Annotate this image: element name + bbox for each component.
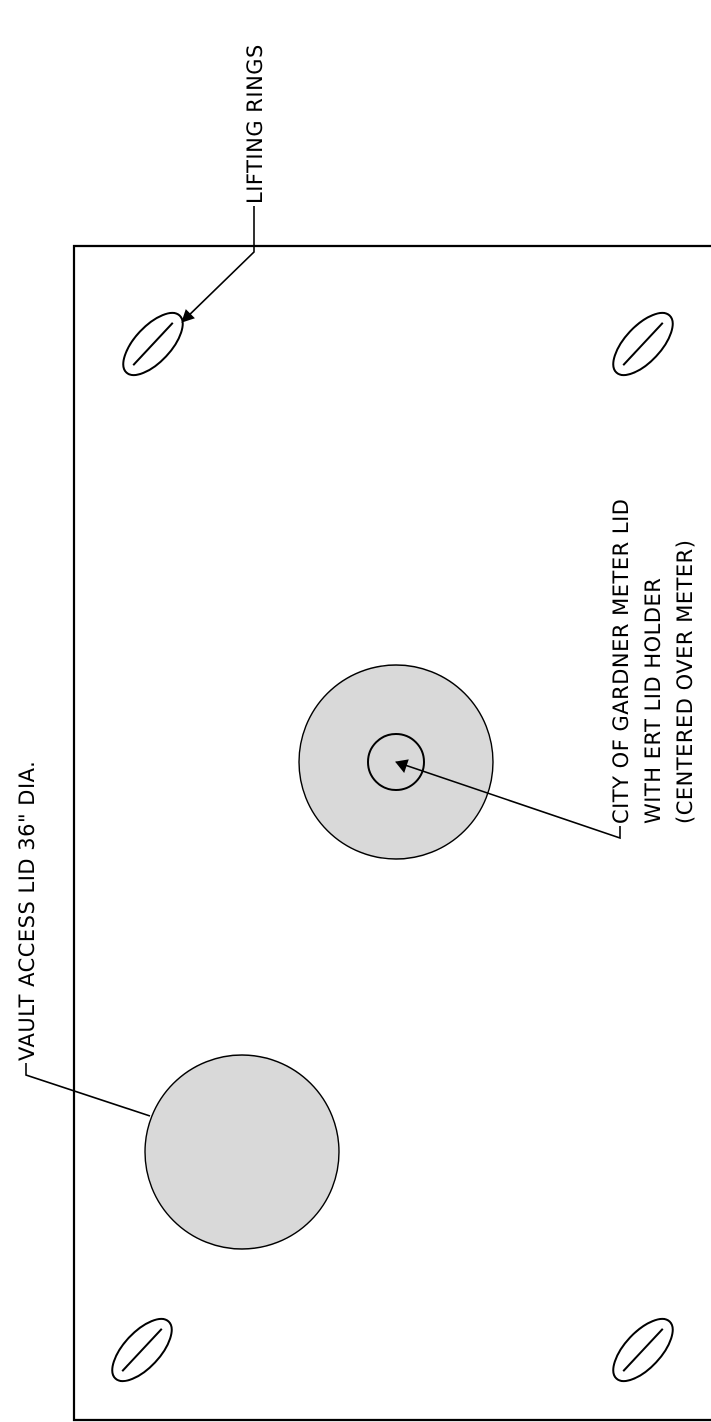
lifting-ring-bottom-right (612, 1317, 674, 1383)
vault-access-lid-leader (25, 1063, 151, 1117)
lifting-ring-top-right (612, 311, 674, 377)
lifting-rings-leader (181, 206, 255, 323)
ert-holder-circle (367, 733, 425, 791)
lifting-rings-arrowhead (181, 309, 195, 323)
meter-lid-leader (395, 761, 621, 840)
meter-lid-arrowhead (395, 759, 409, 774)
vault-access-lid-label: VAULT ACCESS LID 36" DIA. (15, 761, 39, 1061)
lifting-rings-label: LIFTING RINGS (243, 44, 267, 204)
meter-lid-label-line-3: (CENTERED OVER METER) (673, 540, 697, 824)
lifting-ring-top-left (122, 311, 184, 377)
vault-outline (72, 244, 711, 1422)
lifting-ring-bottom-left (111, 1317, 173, 1383)
meter-lid-label-line-2: WITH ERT LID HOLDER (641, 578, 665, 824)
vault-access-lid-circle (144, 1054, 340, 1250)
meter-lid-label-line-1: CITY OF GARDNER METER LID (609, 499, 633, 824)
